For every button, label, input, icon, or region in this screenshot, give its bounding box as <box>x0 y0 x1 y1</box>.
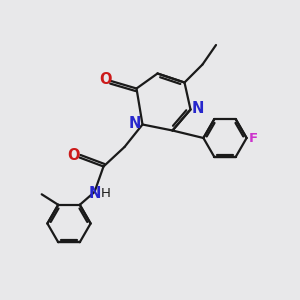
Text: N: N <box>192 100 204 116</box>
Text: N: N <box>88 186 101 201</box>
Text: O: O <box>67 148 80 164</box>
Text: O: O <box>99 72 112 87</box>
Text: H: H <box>101 187 111 200</box>
Text: N: N <box>129 116 141 130</box>
Text: F: F <box>249 131 258 145</box>
